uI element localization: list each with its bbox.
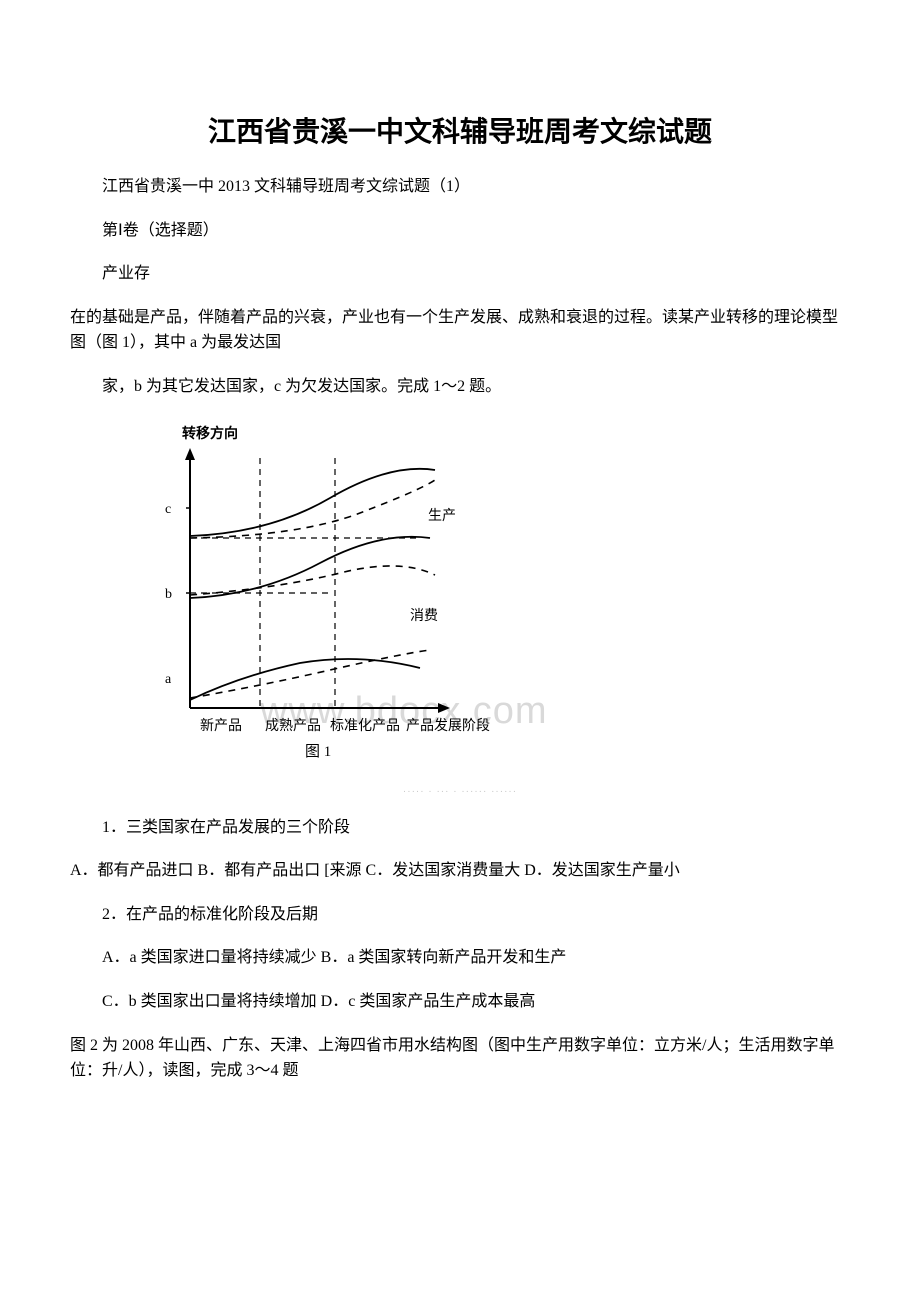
question-1-options: A．都有产品进口 B．都有产品出口 [来源 C．发达国家消费量大 D．发达国家生… xyxy=(70,858,850,884)
svg-text:产品发展阶段: 产品发展阶段 xyxy=(406,718,490,734)
paragraph-context-1: 在的基础是产品，伴随着产品的兴衰，产业也有一个生产发展、成熟和衰退的过程。读某产… xyxy=(70,305,850,356)
svg-text:转移方向: 转移方向 xyxy=(182,425,238,442)
question-2-options-b: C．b 类国家出口量将持续增加 D．c 类国家产品生产成本最高 xyxy=(70,989,850,1015)
svg-text:c: c xyxy=(165,502,171,517)
paragraph-subtitle: 江西省贵溪一中 2013 文科辅导班周考文综试题（1） xyxy=(70,174,850,200)
figure-1: 转移方向 c b a 生产消费新产品 成熟产品标准化产品产品发展阶段图 1 xyxy=(130,418,850,778)
svg-text:b: b xyxy=(165,587,172,602)
paragraph-section: 第Ⅰ卷（选择题） xyxy=(70,218,850,244)
svg-text:新产品: 新产品 xyxy=(200,718,242,734)
chart-svg: 转移方向 c b a 生产消费新产品 成熟产品标准化产品产品发展阶段图 1 xyxy=(130,418,510,778)
page-title: 江西省贵溪一中文科辅导班周考文综试题 xyxy=(70,110,850,150)
svg-text:消费: 消费 xyxy=(410,608,438,624)
svg-text:成熟产品: 成熟产品 xyxy=(265,718,321,734)
question-3-intro: 图 2 为 2008 年山西、广东、天津、上海四省市用水结构图（图中生产用数字单… xyxy=(70,1033,850,1084)
question-2-options-a: A．a 类国家进口量将持续减少 B．a 类国家转向新产品开发和生产 xyxy=(70,945,850,971)
paragraph-lead: 产业存 xyxy=(70,261,850,287)
paragraph-context-2: 家，b 为其它发达国家，c 为欠发达国家。完成 1～2 题。 xyxy=(70,374,850,400)
question-2: 2．在产品的标准化阶段及后期 xyxy=(70,902,850,928)
svg-text:图 1: 图 1 xyxy=(305,743,331,760)
question-1: 1．三类国家在产品发展的三个阶段 xyxy=(70,815,850,841)
sub-watermark: ····· · ··· · ······ ······ xyxy=(70,786,850,797)
svg-text:生产: 生产 xyxy=(428,508,456,524)
svg-text:标准化产品: 标准化产品 xyxy=(330,718,400,734)
svg-text:a: a xyxy=(165,672,172,687)
